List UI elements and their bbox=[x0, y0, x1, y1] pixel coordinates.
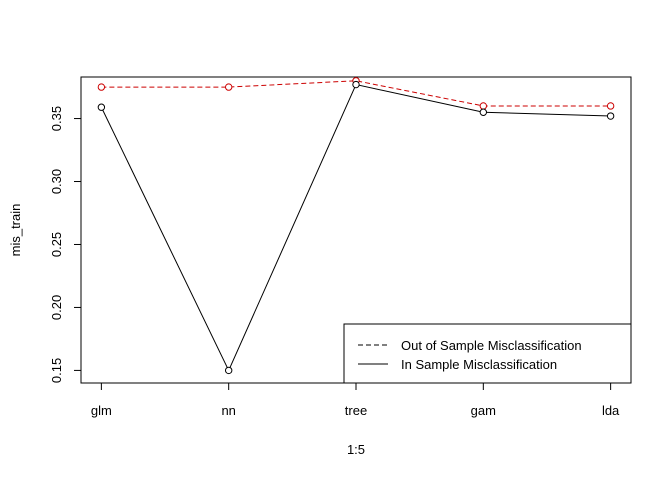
data-point-series-0 bbox=[606, 102, 615, 110]
legend-label-in-sample: In Sample Misclassification bbox=[401, 357, 557, 372]
x-tick-label: nn bbox=[221, 403, 235, 418]
x-tick-label: glm bbox=[91, 403, 112, 418]
x-axis-label: 1:5 bbox=[347, 442, 365, 457]
x-tick-label: tree bbox=[345, 403, 367, 418]
legend-box bbox=[343, 323, 632, 384]
data-point-series-0 bbox=[479, 102, 488, 110]
y-axis-label: mis_train bbox=[8, 204, 23, 257]
legend-label-out-of-sample: Out of Sample Misclassification bbox=[401, 338, 582, 353]
data-point-series-1 bbox=[224, 366, 233, 375]
y-tick-label: 0.35 bbox=[49, 106, 64, 131]
data-point-series-1 bbox=[352, 80, 360, 89]
data-point-series-1 bbox=[479, 108, 488, 116]
x-axis: glm nn tree gam lda bbox=[91, 382, 620, 418]
y-tick-label: 0.30 bbox=[49, 169, 64, 194]
x-tick-label: lda bbox=[602, 403, 620, 418]
data-point-series-0 bbox=[224, 83, 233, 91]
data-point-series-0 bbox=[97, 83, 106, 91]
y-tick-label: 0.20 bbox=[49, 295, 64, 320]
y-axis: 0.15 0.20 0.25 0.30 0.35 bbox=[49, 106, 82, 383]
data-point-series-1 bbox=[97, 103, 106, 111]
series-line-0 bbox=[101, 80, 611, 107]
x-tick-label: gam bbox=[471, 403, 496, 418]
y-tick-label: 0.15 bbox=[49, 358, 64, 383]
y-tick-label: 0.25 bbox=[49, 232, 64, 257]
data-point-series-1 bbox=[606, 112, 615, 120]
legend: Out of Sample Misclassification In Sampl… bbox=[343, 323, 632, 384]
series-layer bbox=[97, 77, 615, 375]
